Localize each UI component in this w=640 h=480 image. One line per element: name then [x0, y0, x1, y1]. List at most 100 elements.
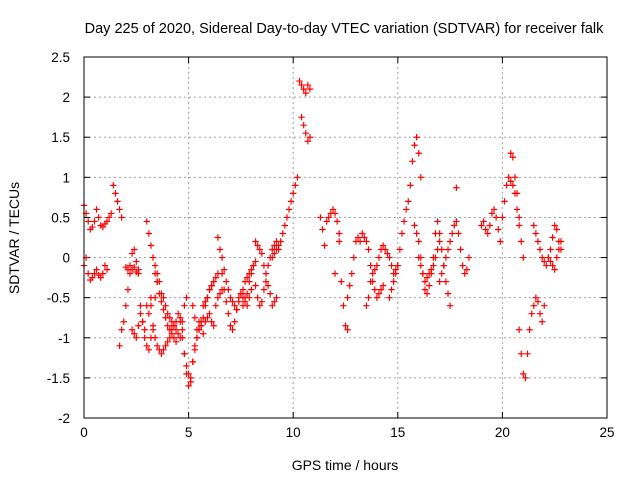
data-point [135, 322, 142, 329]
data-point [425, 282, 433, 289]
data-point [114, 198, 121, 205]
data-point [208, 318, 215, 325]
data-point [91, 270, 98, 277]
series-sat-e [122, 262, 142, 276]
data-point [534, 298, 542, 305]
data-point [356, 238, 364, 245]
data-point [262, 278, 270, 285]
data-point [306, 85, 314, 93]
y-tick-label: -2 [58, 411, 70, 426]
data-point [166, 326, 173, 333]
data-point [346, 282, 353, 289]
data-point [233, 306, 240, 313]
data-point [204, 294, 211, 301]
data-point [379, 282, 387, 289]
data-point [507, 178, 514, 185]
data-point [258, 298, 266, 305]
data-point [147, 294, 155, 301]
data-point [216, 246, 224, 253]
x-axis-label: GPS time / hours [292, 457, 399, 473]
data-point [405, 198, 412, 205]
data-point [275, 242, 282, 249]
series-sat-x [411, 218, 454, 309]
data-point [202, 318, 209, 325]
data-point [99, 223, 107, 231]
series-sat-v [363, 242, 401, 309]
data-point [195, 318, 203, 325]
data-point [191, 314, 199, 321]
data-point [423, 274, 431, 281]
x-tick-label: 0 [80, 425, 88, 440]
data-point [237, 290, 245, 297]
series-sat-af [545, 238, 565, 273]
data-point [321, 242, 328, 249]
data-point [298, 113, 305, 121]
data-point [503, 182, 510, 189]
data-point [229, 326, 236, 333]
data-point [538, 318, 546, 325]
data-point [444, 290, 452, 297]
data-point [373, 262, 381, 269]
data-point [189, 358, 196, 366]
data-point [457, 246, 464, 253]
data-point [520, 370, 527, 378]
data-point [164, 322, 171, 329]
data-point [386, 294, 393, 301]
data-point [492, 214, 500, 221]
data-point [260, 286, 268, 293]
series-sat-h [151, 270, 180, 345]
data-point [89, 223, 96, 231]
data-point [118, 214, 125, 221]
data-point [344, 294, 351, 301]
data-point [124, 286, 132, 293]
data-point [536, 310, 544, 317]
data-point [497, 238, 504, 245]
data-point [277, 238, 284, 245]
data-point [421, 278, 429, 285]
data-point [210, 278, 217, 285]
data-point [388, 286, 395, 293]
data-point [271, 250, 278, 257]
data-point [384, 250, 391, 257]
data-point [361, 234, 368, 241]
series-sat-o [252, 238, 280, 309]
data-point [145, 346, 153, 354]
data-point [480, 218, 487, 225]
data-point [225, 310, 232, 317]
data-point [440, 262, 448, 269]
data-point [158, 350, 165, 358]
data-point [442, 254, 450, 261]
data-point [154, 278, 161, 285]
data-point [342, 322, 349, 329]
data-point [371, 266, 378, 273]
data-point [271, 298, 278, 305]
data-point [379, 242, 387, 249]
data-point [306, 134, 314, 141]
y-tick-label: 2.5 [51, 50, 70, 65]
data-point [325, 214, 332, 221]
data-point [388, 262, 395, 269]
data-point [212, 302, 219, 309]
data-point [273, 294, 280, 301]
data-point [162, 314, 169, 321]
data-point [526, 326, 533, 333]
data-point [214, 294, 222, 301]
data-point [453, 218, 460, 225]
data-point [174, 330, 182, 337]
data-point [252, 258, 259, 265]
data-point [459, 262, 466, 269]
data-point [256, 246, 263, 253]
data-point [486, 222, 494, 229]
data-point [340, 302, 347, 309]
data-point [160, 294, 167, 301]
data-point [331, 270, 339, 277]
series-sat-z [436, 218, 473, 285]
data-point [541, 258, 548, 265]
data-point [541, 302, 548, 309]
data-point [304, 138, 312, 145]
data-point [428, 266, 435, 273]
data-point [553, 226, 560, 233]
data-point [189, 302, 196, 309]
data-point [534, 238, 542, 245]
